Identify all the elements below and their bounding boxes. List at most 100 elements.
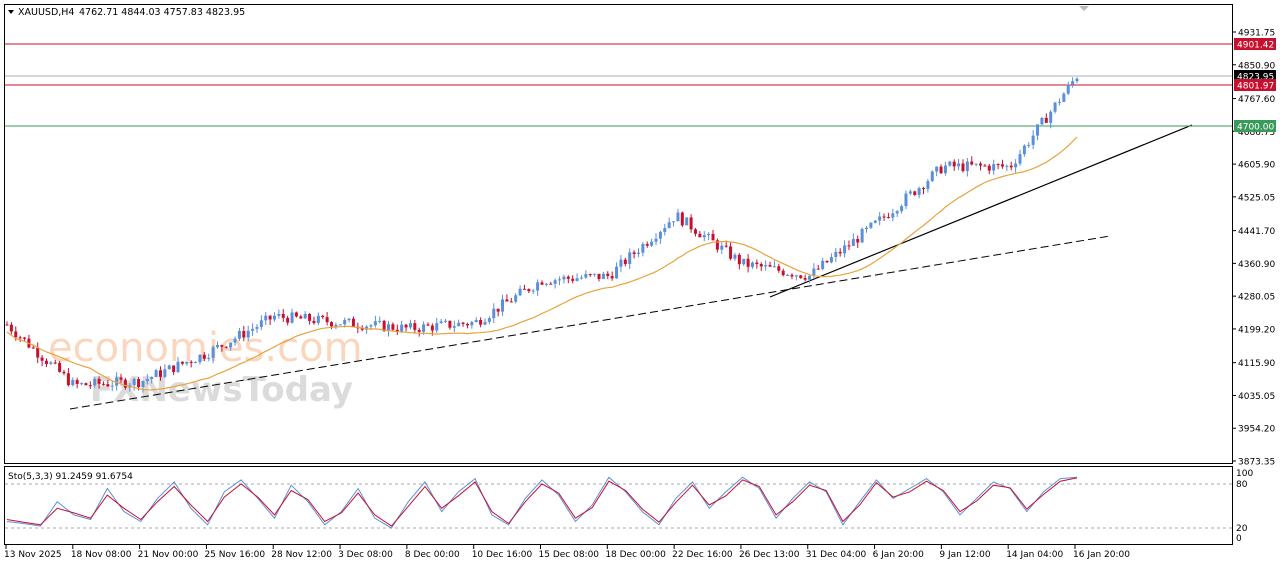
candle-body — [1014, 163, 1018, 168]
candle-body — [1053, 102, 1057, 112]
candle-body — [847, 245, 851, 247]
candle-body — [158, 370, 162, 377]
candle-body — [698, 233, 702, 238]
time-tick-label: 3 Dec 08:00 — [338, 550, 393, 560]
candle-body — [435, 323, 439, 331]
candle-body — [514, 295, 518, 302]
chart-shift-marker-icon[interactable] — [1079, 6, 1089, 11]
candle-body — [799, 275, 803, 278]
candle-body — [943, 165, 947, 174]
oscillator-frame — [4, 466, 1233, 545]
candle-body — [636, 252, 640, 254]
time-tick-label: 14 Jan 04:00 — [1006, 550, 1063, 560]
candle-body — [926, 181, 930, 189]
candle-body — [711, 233, 715, 241]
candle-body — [308, 314, 312, 321]
time-tick-label: 16 Jan 20:00 — [1073, 550, 1130, 560]
symbol-label: XAUUSD,H4 — [18, 7, 74, 18]
candle-body — [501, 299, 505, 312]
candle-body — [474, 319, 478, 323]
price-tick-label: 4199.20 — [1238, 325, 1275, 335]
candle-body — [286, 317, 290, 323]
candle-body — [97, 378, 101, 384]
candle-body — [509, 301, 513, 303]
candle-body — [303, 314, 307, 319]
candle-body — [685, 217, 689, 226]
candle-body — [865, 227, 869, 229]
candle-body — [908, 191, 912, 194]
candle-body — [812, 268, 816, 276]
candle-body — [566, 276, 570, 279]
candle-body — [913, 191, 917, 195]
candle-body — [597, 273, 601, 279]
candle-body — [654, 238, 658, 242]
candle-body — [137, 378, 141, 388]
candle-body — [786, 274, 790, 276]
watermark-economies: economies.com — [48, 325, 363, 371]
candle-body — [1066, 84, 1070, 94]
candle-body — [724, 245, 728, 247]
price-tick-label: 4280.05 — [1238, 293, 1275, 303]
candle-body — [772, 266, 776, 268]
candle-body — [62, 371, 66, 374]
candle-body — [707, 233, 711, 236]
candle-body — [658, 231, 662, 239]
candle-body — [373, 321, 377, 326]
candle-body — [667, 222, 671, 229]
candle-body — [141, 381, 145, 388]
candle-body — [391, 324, 395, 330]
candle-body — [242, 330, 246, 338]
candle-body — [742, 258, 746, 265]
candle-body — [400, 324, 404, 332]
candle-body — [465, 324, 469, 326]
time-tick-label: 18 Nov 08:00 — [71, 550, 132, 560]
candle-body — [44, 360, 48, 364]
candle-body — [224, 346, 228, 348]
level-tag-current-text: 4823.95 — [1237, 73, 1274, 83]
candle-body — [229, 342, 233, 348]
price-tick-label: 4605.90 — [1238, 161, 1275, 171]
candle-body — [198, 354, 202, 363]
time-tick-label: 22 Dec 16:00 — [672, 550, 733, 560]
candle-body — [843, 245, 847, 254]
candle-body — [777, 266, 781, 271]
candle-body — [246, 330, 250, 338]
candle-body — [505, 299, 509, 302]
candle-body — [23, 337, 27, 339]
candle-body — [768, 265, 772, 267]
candle-body — [343, 320, 347, 325]
candle-body — [882, 216, 886, 218]
osc-tick-100: 100 — [1236, 469, 1253, 479]
candle-body — [496, 308, 500, 312]
candle-body — [948, 161, 952, 166]
candle-body — [764, 265, 768, 267]
candle-body — [733, 254, 737, 259]
candle-body — [5, 324, 9, 326]
candle-body — [93, 378, 97, 386]
candle-body — [347, 318, 351, 321]
candle-body — [154, 370, 158, 377]
candle-body — [259, 320, 263, 327]
candle-body — [571, 278, 575, 281]
candle-body — [334, 324, 338, 327]
candle-body — [575, 278, 579, 281]
candle-body — [487, 318, 491, 322]
time-tick-label: 21 Nov 00:00 — [138, 550, 199, 560]
price-tick-label: 4441.70 — [1238, 227, 1275, 237]
candle-body — [904, 193, 908, 207]
symbol-menu-arrow-icon[interactable] — [8, 10, 14, 14]
candle-body — [584, 274, 588, 278]
candle-body — [115, 377, 119, 386]
candle-body — [150, 376, 154, 379]
candle-body — [457, 322, 461, 327]
price-tick-label: 4931.75 — [1238, 29, 1275, 39]
candle-body — [395, 329, 399, 332]
candle-body — [825, 260, 829, 263]
osc-tick-0: 0 — [1236, 534, 1242, 544]
oscillator-title: Sto(5,3,3) 91.2459 91.6754 — [8, 472, 133, 482]
osc-tick-20: 20 — [1236, 524, 1248, 534]
candle-body — [268, 315, 272, 320]
ohlc-label: 4762.71 4844.03 4757.83 4823.95 — [79, 7, 245, 18]
level-tag-4700: 4700.00 — [1234, 120, 1276, 133]
candle-body — [641, 243, 645, 253]
